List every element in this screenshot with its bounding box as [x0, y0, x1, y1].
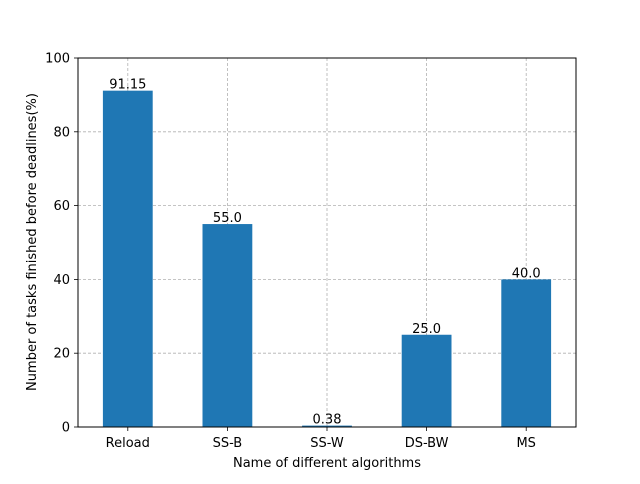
- bar-ds-bw: [401, 334, 452, 427]
- bars: [102, 90, 552, 428]
- x-tick-label: Reload: [106, 436, 150, 451]
- bar-ss-b: [202, 224, 253, 427]
- y-tick-label: 100: [45, 52, 70, 67]
- bar-value-label: 91.15: [109, 78, 146, 93]
- bar-value-label: 0.38: [313, 413, 342, 428]
- y-tick-label: 60: [53, 199, 70, 214]
- x-tick-label: SS-W: [310, 436, 344, 451]
- y-tick-label: 40: [53, 273, 70, 288]
- bar-value-label: 40.0: [512, 266, 541, 281]
- x-axis-label: Name of different algorithms: [233, 456, 421, 471]
- y-axis-label: Number of tasks finished before deadline…: [25, 93, 40, 391]
- y-axis-ticks: 0 20 40 60 80 100: [45, 52, 78, 436]
- y-tick-label: 0: [62, 421, 70, 436]
- x-tick-label: DS-BW: [405, 436, 449, 451]
- y-tick-label: 80: [53, 125, 70, 140]
- x-tick-label: MS: [516, 436, 535, 451]
- bar-ms: [501, 279, 552, 427]
- bar-value-label: 55.0: [213, 211, 242, 226]
- bar-ss-w: [302, 425, 352, 427]
- bar-reload: [102, 90, 153, 428]
- x-tick-label: SS-B: [213, 436, 243, 451]
- bar-value-label: 25.0: [412, 322, 441, 337]
- y-tick-label: 20: [53, 347, 70, 362]
- bar-value-labels: 91.15 55.0 0.38 25.0 40.0: [109, 78, 540, 428]
- x-axis-ticks: Reload SS-B SS-W DS-BW MS: [106, 427, 536, 451]
